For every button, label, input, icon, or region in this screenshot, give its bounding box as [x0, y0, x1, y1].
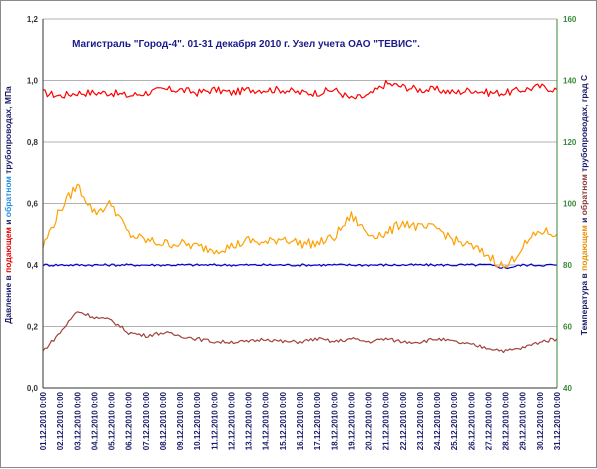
- x-tick-label: 05.12.2010 0:00: [108, 391, 117, 450]
- axis-label-part: подающем: [3, 227, 13, 273]
- y-tick-label-left: 0,4: [27, 261, 39, 270]
- x-tick-label: 21.12.2010 0:00: [382, 391, 391, 450]
- y-tick-label-left: 0,2: [27, 323, 39, 332]
- tick-labels: 0,0 0,2 0,4 0,6 0,8 1,0 1,2 40 60 80 100 120 140 160 0…: [27, 15, 577, 450]
- x-tick-label: 13.12.2010 0:00: [245, 391, 254, 450]
- axis-label-part: обратном: [579, 174, 589, 215]
- y-tick-label-right: 80: [563, 261, 572, 270]
- x-tick-label: 07.12.2010 0:00: [142, 391, 151, 450]
- x-tick-label: 26.12.2010 0:00: [467, 391, 476, 450]
- series-lines: [42, 79, 558, 354]
- series-line: [42, 311, 558, 354]
- series-line: [42, 263, 558, 270]
- y-tick-label-right: 140: [563, 77, 577, 86]
- x-tick-label: 16.12.2010 0:00: [296, 391, 305, 450]
- y-tick-label-left: 0,6: [27, 200, 39, 209]
- y-tick-label-right: 120: [563, 138, 577, 147]
- axis-label-part: и: [3, 217, 13, 227]
- y-tick-label-left: 0,0: [27, 384, 39, 393]
- x-tick-label: 15.12.2010 0:00: [279, 391, 288, 450]
- chart-title: Магистраль "Город-4". 01-31 декабря 2010…: [72, 38, 420, 50]
- x-tick-label: 24.12.2010 0:00: [433, 391, 442, 450]
- axes: [42, 19, 558, 389]
- x-tick-label: 03.12.2010 0:00: [73, 391, 82, 450]
- x-tick-label: 17.12.2010 0:00: [313, 391, 322, 450]
- x-tick-label: 31.12.2010 0:00: [553, 391, 562, 450]
- x-tick-label: 04.12.2010 0:00: [90, 391, 99, 450]
- y-tick-label-right: 160: [563, 15, 577, 24]
- axis-label-part: подающем: [579, 225, 589, 271]
- x-tick-label: 20.12.2010 0:00: [365, 391, 374, 450]
- y-tick-label-right: 100: [563, 200, 577, 209]
- y-tick-label-right: 60: [563, 323, 572, 332]
- y-tick-label-left: 1,2: [27, 15, 39, 24]
- y-axis-label-right: Температура в подающем и обратном трубоп…: [579, 75, 589, 335]
- x-tick-label: 06.12.2010 0:00: [125, 391, 134, 450]
- axis-label-part: Давление в: [3, 273, 13, 324]
- y-axis-label-left: Давление в подающем и обратном трубопров…: [3, 86, 13, 324]
- x-tick-label: 02.12.2010 0:00: [56, 391, 65, 450]
- x-tick-label: 11.12.2010 0:00: [210, 391, 219, 449]
- x-tick-label: 29.12.2010 0:00: [519, 391, 528, 450]
- x-tick-label: 22.12.2010 0:00: [399, 391, 408, 450]
- x-tick-label: 09.12.2010 0:00: [176, 391, 185, 450]
- x-tick-label: 12.12.2010 0:00: [227, 391, 236, 450]
- series-line: [42, 183, 558, 269]
- x-tick-label: 01.12.2010 0:00: [39, 391, 48, 450]
- x-tick-label: 19.12.2010 0:00: [347, 391, 356, 450]
- axis-label-part: Температура в: [579, 271, 589, 335]
- x-tick-label: 25.12.2010 0:00: [450, 391, 459, 450]
- y-tick-label-left: 1,0: [27, 77, 39, 86]
- series-line: [42, 79, 558, 100]
- x-tick-label: 23.12.2010 0:00: [416, 391, 425, 450]
- x-tick-label: 18.12.2010 0:00: [330, 391, 339, 450]
- x-tick-label: 08.12.2010 0:00: [159, 391, 168, 450]
- y-tick-label-right: 40: [563, 384, 572, 393]
- y-tick-label-left: 0,8: [27, 138, 39, 147]
- axis-label-part: трубопроводах, МПа: [3, 86, 13, 176]
- axis-label-part: трубопроводах, град С: [579, 75, 589, 174]
- x-tick-label: 27.12.2010 0:00: [484, 391, 493, 450]
- x-tick-label: 10.12.2010 0:00: [193, 391, 202, 450]
- x-tick-label: 30.12.2010 0:00: [536, 391, 545, 450]
- axis-label-part: обратном: [3, 176, 13, 217]
- x-tick-label: 14.12.2010 0:00: [262, 391, 271, 450]
- axis-label-part: и: [579, 215, 589, 225]
- x-tick-label: 28.12.2010 0:00: [502, 391, 511, 450]
